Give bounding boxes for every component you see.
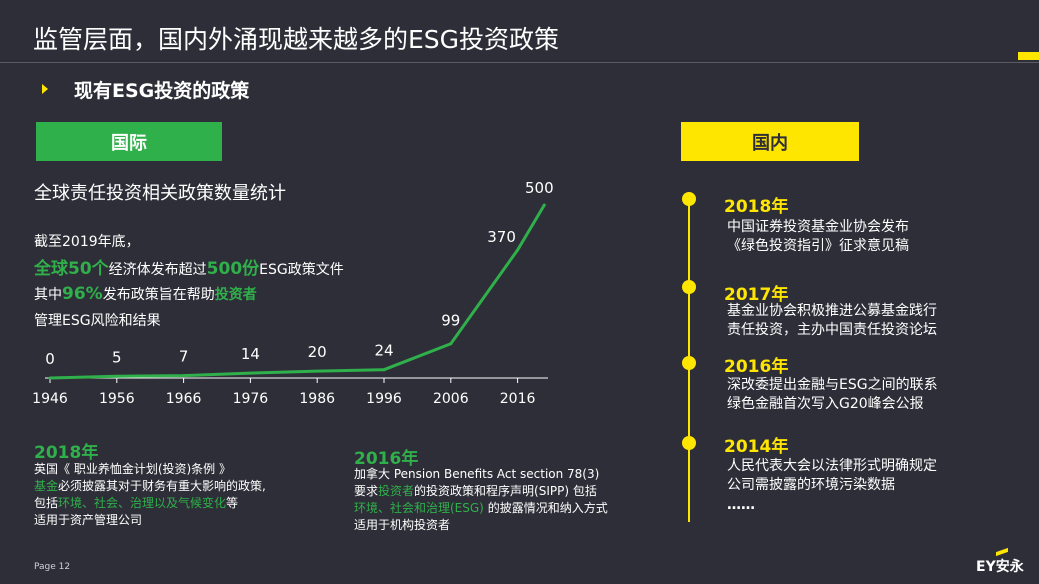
title-divider [0,62,1039,63]
stat-text: 经济体发布超过 [108,262,207,278]
data-label: 370 [487,228,516,246]
ann-text: 必须披露其对于财务有重大影响的政策, [58,479,266,493]
section-subtitle: 现有ESG投资的政策 [74,80,250,102]
page-number: Page 12 [34,562,71,572]
stat-text: 截至2019年底， [34,234,140,250]
timeline-line-text: 中国证券投资基金业协会发布 [727,219,909,235]
data-point [48,376,52,380]
ann-text: 的披露情况和纳入方式 [483,501,608,515]
policy-count-line-chart: 1946 1956 1966 1976 1986 1996 2006 2016 0 5 7 14 20 2… [32,179,554,407]
bullet-arrow-icon [42,84,48,94]
stat-line-1: 截至2019年底， [34,231,140,251]
ann-line: 适用于机构投资者 [354,518,451,532]
data-label: 7 [179,348,189,366]
timeline-year: 2018年 [724,197,789,217]
data-point [248,371,252,375]
ann-line: 环境、社会和治理(ESG) 的披露情况和纳入方式 [354,500,608,517]
data-point [542,203,546,207]
uk-annotation-year: 2018年 [34,443,99,463]
timeline-line-text: 人民代表大会以法律形式明确规定 [727,458,937,474]
data-point [315,369,319,373]
timeline-year: 2016年 [724,357,789,377]
x-tick-label: 1986 [299,391,335,407]
timeline-dot [682,436,696,450]
x-tick-label: 1996 [366,391,402,407]
ann-text: 等 [226,496,239,510]
timeline-line-text: 《绿色投资指引》征求意见稿 [727,238,909,254]
data-label: 20 [308,343,327,361]
stat-highlight: 96% [62,284,103,304]
ann-text: 要求 [354,484,379,498]
data-point [382,368,386,372]
timeline-line-text: 责任投资，主办中国责任投资论坛 [727,322,937,338]
international-pill: 国际 [36,122,222,161]
stat-text: 管理ESG风险和结果 [34,313,161,329]
ey-logo: EY安永 [976,559,1024,575]
series-line [49,204,546,380]
data-point [182,374,186,378]
timeline-year: 2017年 [724,285,789,305]
ann-text: 的投资政策和程序声明(SIPP) 包括 [414,484,597,498]
ann-line: 适用于资产管理公司 [34,513,143,527]
page-title: 监管层面，国内外涌现越来越多的ESG投资政策 [33,25,560,54]
timeline-line-text: 绿色金融首次写入G20峰会公报 [727,396,924,412]
timeline-dot [682,192,696,206]
stat-text: ESG政策文件 [259,262,344,278]
data-label: 14 [241,345,260,363]
brand-accent-bar [1018,52,1039,60]
timeline-line-text: 深改委提出金融与ESG之间的联系 [727,377,938,393]
timeline-entry: 深改委提出金融与ESG之间的联系 绿色金融首次写入G20峰会公报 [727,376,938,414]
x-tick-label: 2006 [433,391,469,407]
stat-text: 发布政策旨在帮助 [102,287,215,303]
x-tick-label: 2016 [500,391,536,407]
timeline-entry: 基金业协会积极推进公募基金践行 责任投资，主办中国责任投资论坛 [727,302,937,340]
timeline-entry: 中国证券投资基金业协会发布 《绿色投资指引》征求意见稿 [727,218,909,256]
timeline-dot [682,356,696,370]
timeline-year: 2014年 [724,437,789,457]
timeline-line-text: 基金业协会积极推进公募基金践行 [727,303,937,319]
ann-highlight: 投资者 [378,484,415,498]
data-label: 0 [45,350,55,368]
ann-highlight: 环境、社会、治理以及气候变化 [58,496,227,510]
x-tick-label: 1946 [32,391,68,407]
timeline-line-text: 公司需披露的环境污染数据 [727,477,895,493]
stat-line-2: 全球50个经济体发布超过500份ESG政策文件 [34,254,344,279]
data-point [516,248,520,252]
stat-line-3: 其中96%发布政策旨在帮助投资者 [34,284,257,304]
ca-annotation-year: 2016年 [354,449,419,469]
data-label: 500 [525,179,554,197]
ann-line: 基金必须披露其对于财务有重大影响的政策, [34,478,266,495]
timeline-ellipsis: …… [727,497,755,513]
uk-annotation: 英国《 职业养恤金计划(投资)条例 》 基金必须披露其对于财务有重大影响的政策,… [34,461,266,529]
x-tick-label: 1956 [99,391,135,407]
stat-highlight: 全球50个 [34,259,109,279]
data-label: 99 [441,312,460,330]
stat-text: 其中 [34,287,62,303]
ann-line: 加拿大 Pension Benefits Act section 78(3) [354,467,600,481]
ey-logo-mark [996,547,1008,557]
x-tick-label: 1976 [233,391,269,407]
stat-highlight: 500份 [206,259,260,279]
ann-line: 英国《 职业养恤金计划(投资)条例 》 [34,462,231,476]
data-label: 24 [374,342,393,360]
ann-highlight: 环境、社会和治理(ESG) [354,501,484,515]
data-point [115,374,119,378]
ca-annotation: 加拿大 Pension Benefits Act section 78(3) 要… [354,466,608,534]
data-label: 5 [112,348,122,366]
ann-highlight: 基金 [34,479,59,493]
stat-highlight: 投资者 [214,287,257,303]
chart-title: 全球责任投资相关政策数量统计 [34,183,286,204]
timeline-dot [682,280,696,294]
ann-line: 要求投资者的投资政策和程序声明(SIPP) 包括 [354,483,608,500]
data-point [449,342,453,346]
timeline-entry: 人民代表大会以法律形式明确规定 公司需披露的环境污染数据 [727,457,937,495]
domestic-pill: 国内 [681,122,859,161]
stat-line-4: 管理ESG风险和结果 [34,310,161,330]
ann-text: 包括 [34,496,59,510]
x-tick-label: 1966 [166,391,202,407]
ann-line: 包括环境、社会、治理以及气候变化等 [34,495,266,512]
